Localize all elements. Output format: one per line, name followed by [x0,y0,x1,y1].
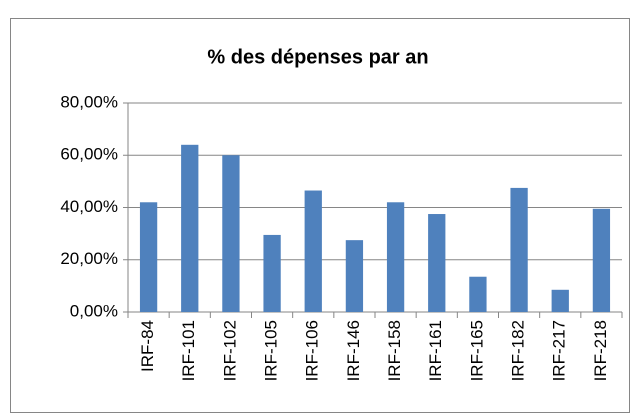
bar [428,214,446,312]
y-tick-label: 80,00% [60,92,118,111]
x-tick-label: IRF-165 [467,320,486,381]
bar [551,289,569,312]
x-tick-label: IRF-182 [509,320,528,381]
x-tick-label: IRF-101 [179,320,198,381]
x-tick-label: IRF-106 [303,320,322,381]
bar [263,234,281,312]
x-tick-label: IRF-102 [220,320,239,381]
x-tick-label: IRF-105 [262,320,281,381]
y-tick-label: 40,00% [60,197,118,216]
bar [386,202,405,312]
x-tick-label: IRF-218 [591,320,610,381]
y-tick-label: 0,00% [70,301,118,320]
x-tick-label: IRF-84 [138,320,157,372]
chart-title: % des dépenses par an [207,46,428,68]
x-tick-label: IRF-146 [344,320,363,381]
bar [592,208,611,312]
y-tick-label: 20,00% [60,249,118,268]
y-tick-label: 60,00% [60,145,118,164]
bar [139,202,158,312]
bar [345,240,364,312]
bar [222,155,240,312]
bar [510,187,528,312]
bar [469,276,487,312]
x-tick-label: IRF-217 [550,320,569,381]
x-tick-label: IRF-158 [385,320,404,381]
bar [181,144,199,312]
x-tick-label: IRF-161 [426,320,445,381]
bar [304,190,322,312]
